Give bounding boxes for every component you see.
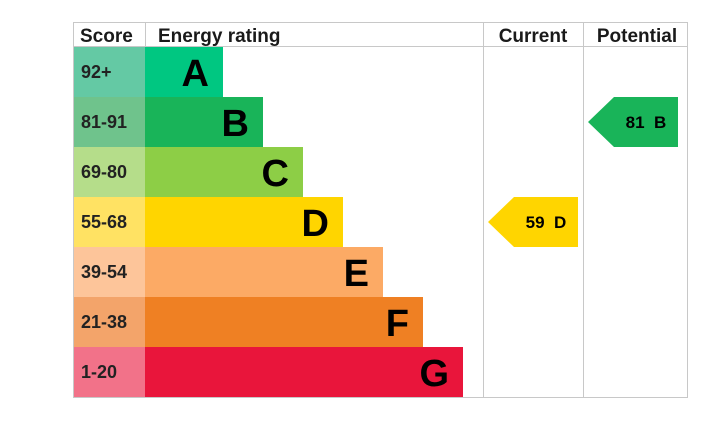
potential-arrow [588,97,678,147]
current-indicator: 59 D [488,197,578,247]
band-letter: E [344,253,369,295]
header-row: Score Energy rating Current Potential [80,26,677,47]
grid-lines [73,22,688,398]
band-row-g: 1-20 G [73,347,463,397]
score-cell [73,247,145,297]
score-range-label: 55-68 [81,212,127,232]
rating-bands: 92+ A 81-91 B 69-80 C 55-68 D 39-54 E 21-38 F 1-20 G [73,47,463,397]
score-range-label: 39-54 [81,262,127,282]
band-letter: D [302,203,329,245]
band-bar [145,197,343,247]
score-range-label: 21-38 [81,312,127,332]
band-row-c: 69-80 C [73,147,303,197]
score-cell [73,197,145,247]
header-potential: Potential [597,26,677,47]
band-row-e: 39-54 E [73,247,383,297]
band-row-d: 55-68 D [73,197,343,247]
score-cell [73,97,145,147]
band-letter: F [386,303,409,345]
header-score: Score [80,26,133,47]
band-bar [145,347,463,397]
score-range-label: 69-80 [81,162,127,182]
band-row-a: 92+ A [73,47,223,97]
header-current: Current [499,26,568,47]
score-range-label: 92+ [81,62,112,82]
current-rating-label: 59 D [526,213,567,232]
band-row-f: 21-38 F [73,297,423,347]
band-letter: B [222,103,249,145]
band-letter: G [419,353,449,395]
band-bar [145,47,223,97]
score-cell [73,147,145,197]
potential-rating-label: 81 B [626,113,667,132]
potential-indicator: 81 B [588,97,678,147]
score-cell [73,47,145,97]
score-cell [73,297,145,347]
score-range-label: 1-20 [81,362,117,382]
band-letter: C [262,153,289,195]
score-cell [73,347,145,397]
header-energy-rating: Energy rating [158,26,280,47]
band-bar [145,147,303,197]
band-bar [145,97,263,147]
band-bar [145,297,423,347]
band-row-b: 81-91 B [73,97,263,147]
score-range-label: 81-91 [81,112,127,132]
band-letter: A [182,53,209,95]
band-bar [145,247,383,297]
current-arrow [488,197,578,247]
